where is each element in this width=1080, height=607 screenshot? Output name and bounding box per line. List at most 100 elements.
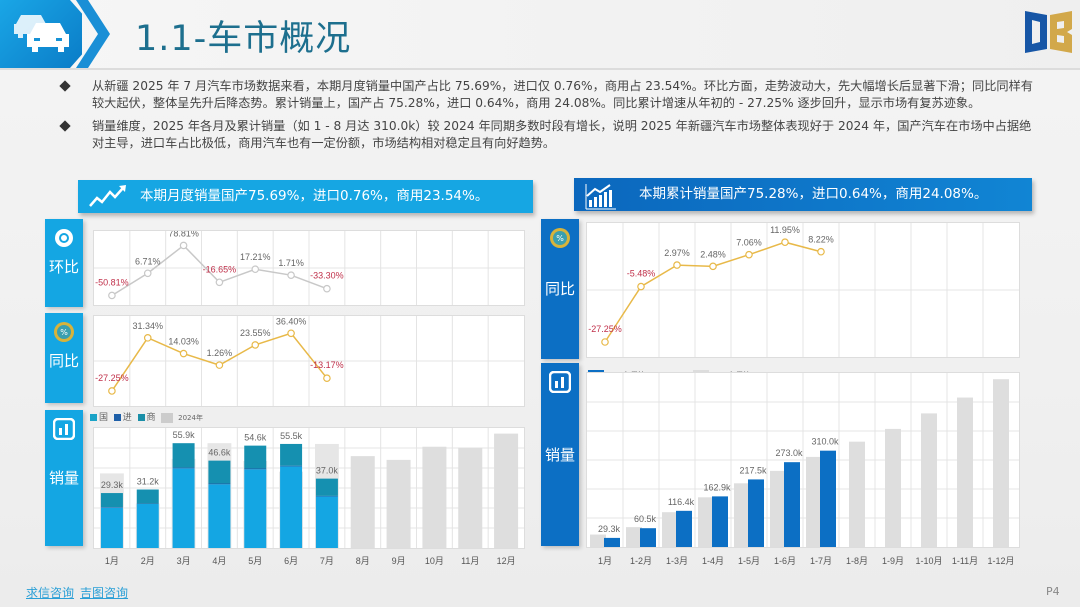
chevron-decoration bbox=[76, 0, 110, 68]
svg-text:217.5k: 217.5k bbox=[739, 465, 767, 475]
svg-text:36.40%: 36.40% bbox=[276, 316, 307, 326]
svg-text:1-11月: 1-11月 bbox=[952, 556, 978, 566]
side-tab-cum-sales: 销量 bbox=[541, 363, 579, 546]
monthly-banner: 本期月度销量国产75.69%，进口0.76%，商用23.54%。 bbox=[78, 180, 533, 213]
monthly-banner-text: 本期月度销量国产75.69%，进口0.76%，商用23.54%。 bbox=[140, 188, 489, 204]
svg-text:1-3月: 1-3月 bbox=[666, 556, 688, 566]
svg-text:162.9k: 162.9k bbox=[703, 482, 731, 492]
svg-text:23.55%: 23.55% bbox=[240, 328, 271, 338]
svg-text:-16.65%: -16.65% bbox=[203, 264, 237, 274]
legend-swatch-commercial bbox=[137, 414, 145, 421]
svg-text:6月: 6月 bbox=[284, 556, 298, 566]
svg-text:%: % bbox=[556, 234, 564, 243]
svg-text:29.3k: 29.3k bbox=[598, 524, 621, 534]
bar-chart-icon bbox=[549, 371, 571, 393]
percent-badge-icon: % bbox=[54, 322, 74, 342]
svg-text:8.22%: 8.22% bbox=[808, 235, 834, 245]
svg-text:-13.17%: -13.17% bbox=[310, 360, 344, 370]
svg-text:60.5k: 60.5k bbox=[634, 514, 657, 524]
bar-chart-icon bbox=[53, 418, 75, 440]
side-tab-cum-yoy: % 同比 bbox=[541, 219, 579, 359]
svg-text:9月: 9月 bbox=[392, 556, 406, 566]
svg-text:1.26%: 1.26% bbox=[207, 348, 233, 358]
page-number: P4 bbox=[1046, 585, 1060, 598]
svg-text:-50.81%: -50.81% bbox=[95, 277, 129, 287]
svg-text:7月: 7月 bbox=[320, 556, 334, 566]
diamond-bullet-icon bbox=[59, 120, 71, 132]
svg-text:17.21%: 17.21% bbox=[240, 252, 271, 262]
svg-text:55.9k: 55.9k bbox=[173, 430, 196, 440]
svg-text:10月: 10月 bbox=[425, 556, 444, 566]
percent-badge-icon: % bbox=[550, 228, 570, 248]
svg-text:-27.25%: -27.25% bbox=[95, 373, 129, 383]
bullet-item: 从新疆 2025 年 7 月汽车市场数据来看，本期月度销量中国产占比 75.69… bbox=[58, 78, 1038, 112]
side-tab-yoy: % 同比 bbox=[45, 313, 83, 403]
svg-text:31.2k: 31.2k bbox=[137, 477, 160, 487]
cum-sales-bar-chart: 29.3k 1月 60.5k 1-2月 116.4k 1-3月 162.9k 1-4月 217.… bbox=[586, 372, 1020, 566]
monthly-legend: 国 进 商 2024年 bbox=[90, 410, 203, 423]
legend-swatch-domestic bbox=[90, 414, 97, 421]
ring-icon bbox=[55, 229, 73, 247]
svg-text:-33.30%: -33.30% bbox=[310, 271, 344, 281]
svg-text:55.5k: 55.5k bbox=[280, 431, 303, 441]
svg-text:12月: 12月 bbox=[497, 556, 516, 566]
header-badge bbox=[0, 0, 82, 68]
footer-link-qiuxin[interactable]: 求信咨询 bbox=[26, 586, 75, 600]
monthly-sales-bar-chart: 29.3k 1月 31.2k 2月 55.9k 3月 46.6k 4月 54.6k 5月 55.5k… bbox=[93, 427, 525, 566]
footer-links: 求信咨询 吉图咨询 bbox=[26, 584, 134, 601]
svg-text:1-6月: 1-6月 bbox=[774, 556, 796, 566]
side-tab-mom: 环比 bbox=[45, 219, 83, 307]
cumulative-banner-text: 本期累计销量国产75.28%，进口0.64%，商用24.08%。 bbox=[639, 186, 988, 202]
svg-text:7.06%: 7.06% bbox=[736, 238, 762, 248]
trend-up-icon bbox=[89, 185, 126, 207]
side-tab-sales: 销量 bbox=[45, 410, 83, 546]
cumulative-banner: 本期累计销量国产75.28%，进口0.64%，商用24.08%。 bbox=[574, 178, 1032, 211]
svg-text:1-10月: 1-10月 bbox=[915, 556, 942, 566]
svg-text:8月: 8月 bbox=[356, 556, 370, 566]
svg-text:31.34%: 31.34% bbox=[132, 321, 163, 331]
bar-trend-icon bbox=[585, 184, 616, 210]
svg-text:273.0k: 273.0k bbox=[775, 448, 803, 458]
svg-text:2.48%: 2.48% bbox=[700, 249, 726, 259]
svg-text:1-12月: 1-12月 bbox=[987, 556, 1014, 566]
svg-text:29.3k: 29.3k bbox=[101, 480, 124, 490]
svg-text:6.71%: 6.71% bbox=[135, 256, 161, 266]
svg-text:1-9月: 1-9月 bbox=[882, 556, 904, 566]
footer-link-jitu[interactable]: 吉图咨询 bbox=[80, 586, 129, 600]
summary-bullets: 从新疆 2025 年 7 月汽车市场数据来看，本期月度销量中国产占比 75.69… bbox=[58, 78, 1038, 158]
svg-text:1-4月: 1-4月 bbox=[702, 556, 724, 566]
svg-text:54.6k: 54.6k bbox=[244, 433, 267, 443]
db-logo bbox=[1025, 11, 1072, 53]
svg-text:1.71%: 1.71% bbox=[278, 258, 304, 268]
bullet-item: 销量维度，2025 年各月及累计销量（如 1 - 8 月达 310.0k）较 2… bbox=[58, 118, 1038, 152]
diamond-bullet-icon bbox=[59, 80, 71, 92]
svg-text:1-5月: 1-5月 bbox=[738, 556, 760, 566]
mom-line-chart: -50.81% 6.71% 78.81% -16.65% 17.21% 1.71% -33.… bbox=[93, 230, 525, 306]
legend-swatch-2024 bbox=[161, 412, 174, 423]
svg-text:116.4k: 116.4k bbox=[668, 497, 695, 507]
svg-text:78.81%: 78.81% bbox=[168, 231, 199, 238]
svg-text:46.6k: 46.6k bbox=[208, 448, 231, 458]
svg-text:11月: 11月 bbox=[461, 556, 479, 566]
svg-text:%: % bbox=[60, 328, 68, 337]
page-title: 1.1-车市概况 bbox=[135, 19, 352, 59]
svg-text:2月: 2月 bbox=[141, 556, 155, 566]
cum-yoy-line-chart: -27.25% -5.48% 2.97% 2.48% 7.06% 11.95% 8.22% bbox=[586, 222, 1020, 358]
yoy-line-chart: -27.25% 31.34% 14.03% 1.26% 23.55% 36.40% -13.… bbox=[93, 315, 525, 407]
svg-text:1-7月: 1-7月 bbox=[810, 556, 832, 566]
slide-header: 1.1-车市概况 bbox=[0, 0, 1080, 70]
svg-text:-5.48%: -5.48% bbox=[627, 269, 656, 279]
svg-text:11.95%: 11.95% bbox=[770, 225, 800, 235]
svg-text:1月: 1月 bbox=[598, 556, 612, 566]
svg-text:3月: 3月 bbox=[177, 556, 191, 566]
car-icon bbox=[14, 15, 69, 52]
svg-text:-27.25%: -27.25% bbox=[588, 324, 622, 334]
svg-text:2.97%: 2.97% bbox=[664, 248, 690, 258]
svg-text:5月: 5月 bbox=[248, 556, 262, 566]
svg-text:1-2月: 1-2月 bbox=[630, 556, 652, 566]
svg-text:1月: 1月 bbox=[105, 556, 119, 566]
svg-text:1-8月: 1-8月 bbox=[846, 556, 868, 566]
svg-text:14.03%: 14.03% bbox=[168, 337, 199, 347]
legend-swatch-import bbox=[113, 414, 121, 421]
svg-text:37.0k: 37.0k bbox=[316, 466, 339, 476]
